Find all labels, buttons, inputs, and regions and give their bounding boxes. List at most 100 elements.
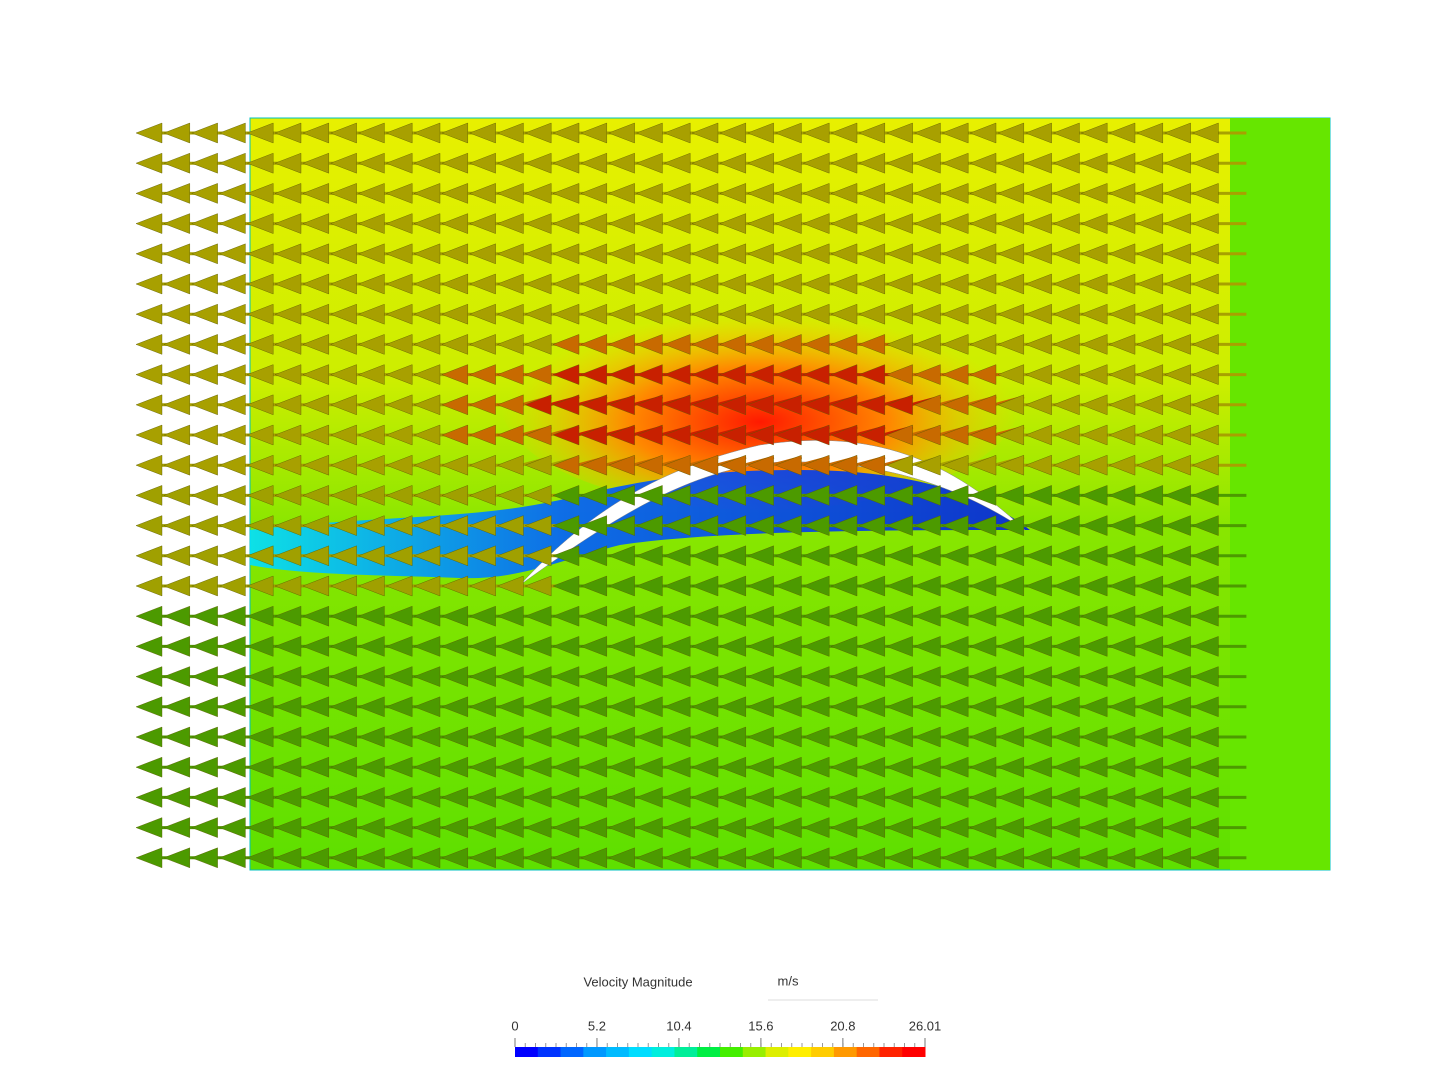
arrow-head (246, 303, 274, 325)
arrow-head (496, 424, 524, 446)
arrow-head (1136, 605, 1163, 627)
arrow-head (1191, 152, 1219, 174)
arrow-head (1136, 485, 1163, 506)
arrow-head (496, 183, 524, 204)
arrow-head (135, 183, 163, 204)
arrow-head (552, 605, 580, 627)
arrow-head (691, 183, 719, 204)
arrow-head (913, 273, 941, 295)
arrow-head (1164, 334, 1191, 355)
arrow-head (747, 394, 774, 416)
arrow-head (274, 545, 302, 567)
arrow-head (552, 152, 580, 174)
arrow-head (1025, 243, 1052, 265)
arrow-head (274, 666, 302, 687)
arrow-head (913, 485, 941, 506)
colorbar-segment (560, 1047, 584, 1057)
arrow-head (191, 485, 218, 506)
arrow-head (218, 485, 246, 506)
arrow-head (191, 122, 218, 144)
arrow-head (691, 152, 719, 174)
arrow-head (691, 485, 719, 506)
arrow-head (1052, 394, 1080, 416)
arrow-head (246, 756, 274, 778)
arrow-head (1052, 334, 1080, 355)
arrow-head (774, 273, 802, 295)
arrow-head (635, 605, 663, 627)
arrow-head (246, 485, 274, 506)
arrow-head (691, 636, 719, 657)
arrow-head (1191, 454, 1219, 476)
arrow-head (496, 636, 524, 657)
arrow-head (246, 847, 274, 869)
arrow-head (663, 485, 691, 506)
arrow-head (1108, 666, 1136, 687)
arrow-head (635, 726, 663, 748)
arrow-head (941, 696, 969, 718)
arrow-head (941, 424, 969, 446)
arrow-head (691, 122, 719, 144)
arrow-head (913, 696, 941, 718)
arrow-head (913, 515, 941, 536)
arrow-head (1080, 273, 1108, 295)
colorbar-segment (833, 1047, 858, 1057)
arrow-head (858, 424, 885, 446)
arrow-head (218, 183, 246, 204)
arrow-head (218, 454, 246, 476)
arrow-head (802, 515, 830, 536)
arrow-head (302, 787, 329, 808)
arrow-head (663, 424, 691, 446)
arrow-head (552, 303, 580, 325)
arrow-head (663, 545, 691, 567)
arrow-head (524, 273, 552, 295)
arrow-head (802, 817, 830, 838)
tick-label: 10.4 (666, 1018, 691, 1033)
arrow-head (969, 183, 997, 204)
arrow-head (274, 817, 302, 838)
arrow-head (330, 364, 357, 385)
arrow-head (913, 303, 941, 325)
arrow-head (913, 364, 941, 385)
arrow-head (218, 545, 246, 567)
arrow-head (802, 273, 830, 295)
arrow-head (552, 696, 580, 718)
arrow-head (774, 183, 802, 204)
arrow-head (496, 122, 524, 144)
arrow-head (1164, 817, 1191, 838)
arrow-head (246, 817, 274, 838)
arrow-head (774, 666, 802, 687)
arrow-head (830, 817, 858, 838)
arrow-head (858, 515, 885, 536)
arrow-head (385, 847, 413, 869)
arrow-head (274, 485, 302, 506)
arrow-head (913, 787, 941, 808)
arrow-head (524, 243, 552, 265)
arrow-head (1025, 666, 1052, 687)
arrow-head (163, 303, 190, 325)
arrow-head (886, 545, 913, 567)
arrow-head (663, 183, 691, 204)
arrow-head (135, 636, 163, 657)
arrow-head (663, 152, 691, 174)
arrow-head (135, 817, 163, 838)
arrow-head (552, 213, 580, 234)
arrow-head (1191, 243, 1219, 265)
arrow-head (1052, 152, 1080, 174)
arrow-head (524, 213, 552, 234)
arrow-head (524, 183, 552, 204)
arrow-head (413, 243, 441, 265)
arrow-head (691, 545, 719, 567)
arrow-head (191, 726, 218, 748)
arrow-head (886, 424, 913, 446)
arrow-head (941, 213, 969, 234)
arrow-head (608, 756, 635, 778)
arrow-head (635, 696, 663, 718)
arrow-head (135, 243, 163, 265)
arrow-head (608, 303, 635, 325)
arrow-head (1191, 213, 1219, 234)
arrow-head (1164, 183, 1191, 204)
arrow-head (1025, 787, 1052, 808)
arrow-head (830, 394, 858, 416)
arrow-head (330, 756, 357, 778)
arrow-head (330, 696, 357, 718)
